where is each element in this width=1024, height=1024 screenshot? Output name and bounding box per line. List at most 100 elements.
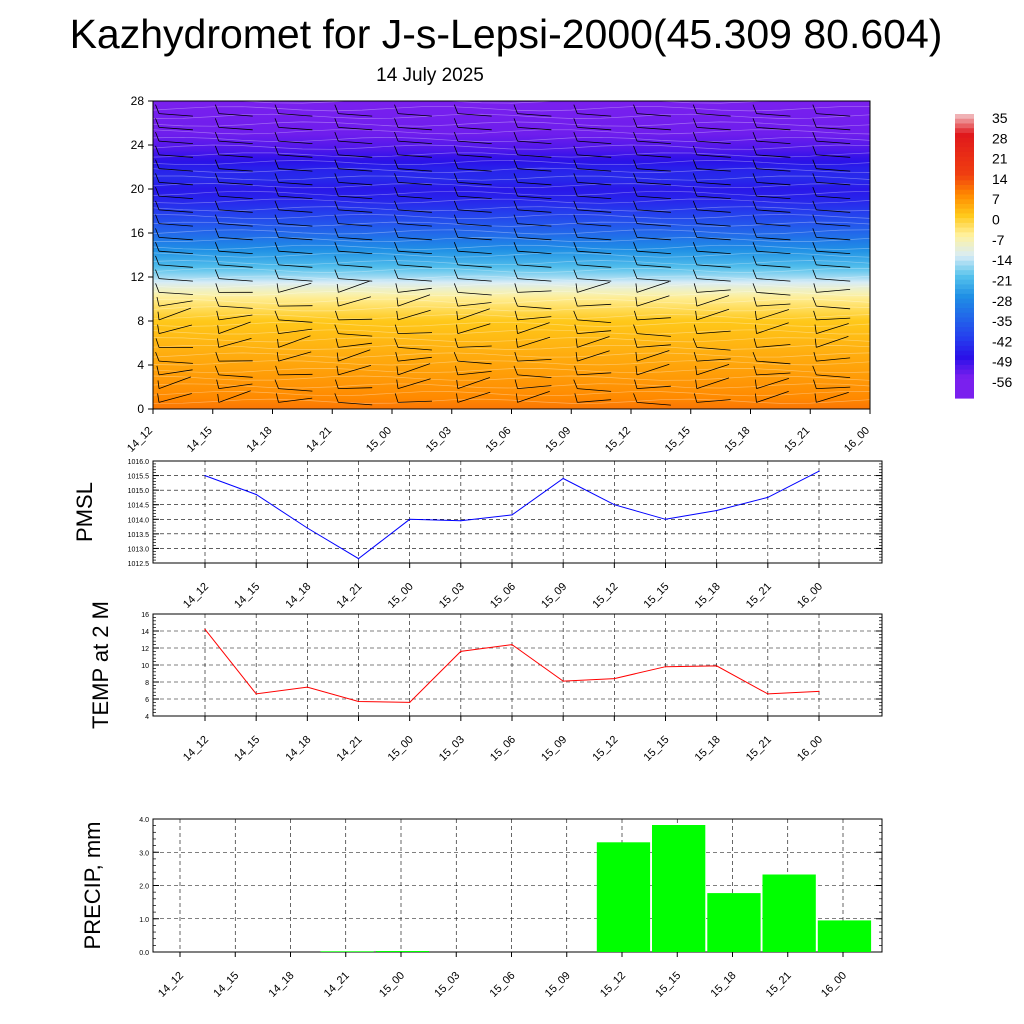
ytick-label: 1014.0 bbox=[128, 517, 150, 524]
wind-barb bbox=[397, 250, 432, 254]
panel-frame bbox=[152, 460, 883, 564]
wind-barb bbox=[457, 308, 490, 321]
wind-barb-flag bbox=[214, 145, 220, 156]
wind-barb-flag bbox=[633, 131, 638, 142]
wind-barb-flag bbox=[513, 131, 518, 142]
bar bbox=[320, 951, 374, 952]
wind-barb-flag bbox=[573, 214, 578, 224]
xtick-label: 14_18 bbox=[267, 970, 297, 1000]
wind-barb-flag bbox=[155, 104, 160, 114]
panel-line: 4 6 8 10 12 14 16 14_12 14_15 14_18 14_21 15_00 15_0… bbox=[88, 601, 883, 764]
wind-barb-flag bbox=[752, 145, 757, 156]
wind-barb-flag bbox=[513, 118, 518, 128]
wind-barb bbox=[756, 309, 790, 321]
wind-barb bbox=[457, 209, 492, 213]
wind-barb bbox=[756, 113, 791, 117]
wind-barb-flag bbox=[214, 269, 220, 279]
wind-barb bbox=[517, 154, 552, 158]
heatmap-ytick-label: 8 bbox=[137, 314, 144, 328]
colorbar-label: -14 bbox=[992, 252, 1012, 268]
wind-barb-flag bbox=[634, 379, 638, 389]
wind-barb bbox=[816, 168, 851, 172]
wind-barb-flag bbox=[753, 365, 757, 376]
wind-barb bbox=[397, 209, 432, 213]
heatmap-xtick-label: 15_15 bbox=[663, 425, 693, 455]
colorbar-label: -42 bbox=[992, 333, 1012, 349]
wind-barb bbox=[338, 182, 373, 186]
data-point bbox=[357, 558, 360, 560]
wind-barb bbox=[218, 182, 253, 186]
wind-barb-flag bbox=[635, 365, 638, 375]
xtick-label: 15_00 bbox=[386, 734, 416, 764]
heatmap-ytick-label: 28 bbox=[131, 94, 145, 108]
wind-barb bbox=[338, 250, 373, 254]
wind-barb-flag bbox=[513, 296, 518, 307]
data-point bbox=[562, 680, 564, 682]
wind-barb-flag bbox=[394, 186, 399, 197]
wind-barb bbox=[457, 391, 491, 403]
page-title: Kazhydromet for J-s-Lepsi-2000(45.309 80… bbox=[69, 11, 943, 57]
wind-barb-flag bbox=[812, 131, 817, 142]
wind-barb bbox=[218, 250, 253, 254]
wind-barb bbox=[218, 209, 253, 213]
wind-barb-flag bbox=[513, 159, 518, 169]
wind-barb-flag bbox=[633, 173, 638, 183]
colorbar-segment bbox=[955, 118, 974, 125]
wind-barb-flag bbox=[276, 324, 279, 334]
wind-barb bbox=[756, 237, 791, 241]
wind-barb bbox=[577, 113, 612, 117]
heatmap-xtick-label: 14_21 bbox=[304, 425, 334, 455]
bar bbox=[652, 825, 706, 952]
colorbar-segment bbox=[955, 265, 974, 271]
wind-barb bbox=[636, 127, 671, 131]
wind-barb-flag bbox=[215, 283, 220, 293]
wind-barb bbox=[158, 154, 193, 158]
wind-barb bbox=[816, 182, 851, 186]
wind-barb bbox=[517, 223, 552, 227]
wind-barb bbox=[158, 393, 192, 403]
wind-barb bbox=[517, 264, 552, 268]
heatmap-ytick-label: 12 bbox=[131, 270, 145, 284]
wind-barb-flag bbox=[692, 118, 698, 128]
wind-barb bbox=[517, 290, 552, 293]
wind-barb bbox=[577, 281, 610, 293]
wind-barb-flag bbox=[394, 393, 399, 403]
heatmap-xtick-label: 15_09 bbox=[543, 425, 573, 455]
wind-barb-flag bbox=[274, 104, 279, 114]
wind-barb bbox=[816, 113, 851, 117]
heatmap-xtick-label: 14_15 bbox=[185, 425, 215, 455]
colorbar-segment bbox=[955, 170, 974, 177]
wind-barb bbox=[397, 309, 431, 321]
wind-barb bbox=[338, 195, 373, 199]
wind-barb-flag bbox=[574, 393, 578, 403]
xtick-label: 15_18 bbox=[709, 970, 739, 1000]
wind-barb-flag bbox=[155, 173, 160, 183]
wind-barb-flag bbox=[453, 131, 459, 142]
wind-barb-flag bbox=[453, 283, 459, 293]
bar bbox=[596, 842, 651, 952]
wind-barb bbox=[756, 182, 791, 186]
wind-barb bbox=[816, 323, 849, 334]
colorbar-segment bbox=[955, 147, 974, 153]
wind-barb bbox=[577, 388, 612, 392]
wind-barb-flag bbox=[155, 131, 160, 142]
wind-barb bbox=[577, 237, 612, 241]
wind-barb bbox=[577, 182, 612, 186]
colorbar-segment bbox=[955, 123, 974, 129]
wind-barb-flag bbox=[214, 255, 220, 266]
wind-barb-flag bbox=[692, 131, 698, 142]
heatmap-xtick-label: 15_03 bbox=[424, 425, 454, 455]
wind-barb bbox=[158, 195, 193, 199]
colorbar-segment bbox=[955, 317, 974, 323]
wind-barb-flag bbox=[453, 159, 459, 169]
wind-barb bbox=[338, 333, 373, 337]
wind-barb bbox=[457, 140, 492, 144]
wind-barb-flag bbox=[157, 324, 160, 334]
wind-barb bbox=[696, 209, 731, 213]
bar bbox=[817, 920, 872, 952]
wind-barb-flag bbox=[752, 255, 757, 266]
wind-barb bbox=[278, 127, 313, 131]
wind-barb-flag bbox=[695, 379, 698, 389]
wind-barb bbox=[816, 336, 849, 348]
